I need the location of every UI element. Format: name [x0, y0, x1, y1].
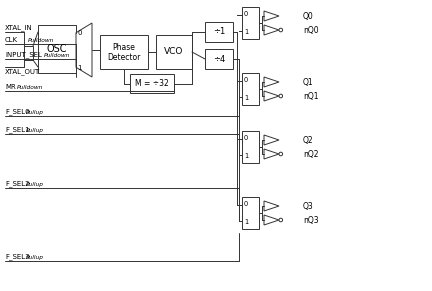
Text: Pulldown: Pulldown	[28, 38, 54, 43]
Polygon shape	[264, 215, 279, 225]
Polygon shape	[264, 11, 279, 21]
Text: Pullup: Pullup	[26, 110, 44, 115]
Bar	[100, 35, 148, 69]
Text: 0: 0	[244, 11, 248, 17]
Text: XTAL_IN: XTAL_IN	[5, 24, 33, 31]
Bar	[242, 73, 259, 105]
Bar	[205, 49, 233, 69]
Text: 1: 1	[244, 29, 248, 35]
Text: INPUT_SEL: INPUT_SEL	[5, 51, 42, 58]
Text: 0: 0	[244, 77, 248, 83]
Text: F_SEL3: F_SEL3	[5, 253, 30, 260]
Polygon shape	[76, 23, 92, 77]
Text: MR: MR	[5, 84, 16, 90]
Circle shape	[279, 94, 283, 98]
Text: Q3: Q3	[303, 201, 314, 210]
Text: 1: 1	[77, 65, 82, 71]
Text: ÷4: ÷4	[213, 54, 225, 63]
Text: Q0: Q0	[303, 12, 314, 20]
Circle shape	[279, 218, 283, 222]
Polygon shape	[264, 149, 279, 159]
Text: Detector: Detector	[107, 52, 141, 61]
Bar	[38, 25, 76, 73]
Text: F_SEL0: F_SEL0	[5, 108, 30, 115]
Bar	[242, 7, 259, 39]
Circle shape	[279, 28, 283, 32]
Text: nQ1: nQ1	[303, 91, 318, 100]
Bar	[242, 131, 259, 163]
Text: 0: 0	[244, 201, 248, 207]
Text: 1: 1	[244, 153, 248, 159]
Text: Pulldown: Pulldown	[44, 53, 70, 58]
Text: M = ÷32: M = ÷32	[135, 79, 169, 88]
Text: Phase: Phase	[113, 42, 136, 52]
Bar	[205, 22, 233, 42]
Text: XTAL_OUT: XTAL_OUT	[5, 68, 40, 75]
Text: F_SEL1: F_SEL1	[5, 126, 30, 133]
Polygon shape	[264, 25, 279, 35]
Text: nQ0: nQ0	[303, 26, 319, 35]
Text: 0: 0	[77, 30, 82, 36]
Text: Pulldown: Pulldown	[17, 85, 43, 90]
Text: Pullup: Pullup	[26, 255, 44, 260]
Text: 1: 1	[244, 95, 248, 101]
Bar	[24, 46, 33, 60]
Bar	[242, 197, 259, 229]
Text: Q2: Q2	[303, 136, 314, 145]
Text: OSC: OSC	[47, 44, 67, 54]
Text: CLK: CLK	[5, 37, 18, 43]
Text: Pullup: Pullup	[26, 128, 44, 133]
Bar	[156, 35, 192, 69]
Circle shape	[279, 152, 283, 156]
Text: 0: 0	[244, 135, 248, 141]
Text: Pullup: Pullup	[26, 182, 44, 187]
Text: ÷1: ÷1	[213, 28, 225, 36]
Polygon shape	[264, 135, 279, 145]
Text: nQ2: nQ2	[303, 150, 318, 159]
Text: F_SEL2: F_SEL2	[5, 180, 29, 187]
Text: VCO: VCO	[164, 47, 184, 56]
Text: 1: 1	[244, 219, 248, 225]
Bar	[130, 74, 174, 93]
Text: nQ3: nQ3	[303, 216, 319, 224]
Polygon shape	[264, 91, 279, 101]
Polygon shape	[264, 201, 279, 211]
Polygon shape	[264, 77, 279, 87]
Text: Q1: Q1	[303, 77, 314, 86]
